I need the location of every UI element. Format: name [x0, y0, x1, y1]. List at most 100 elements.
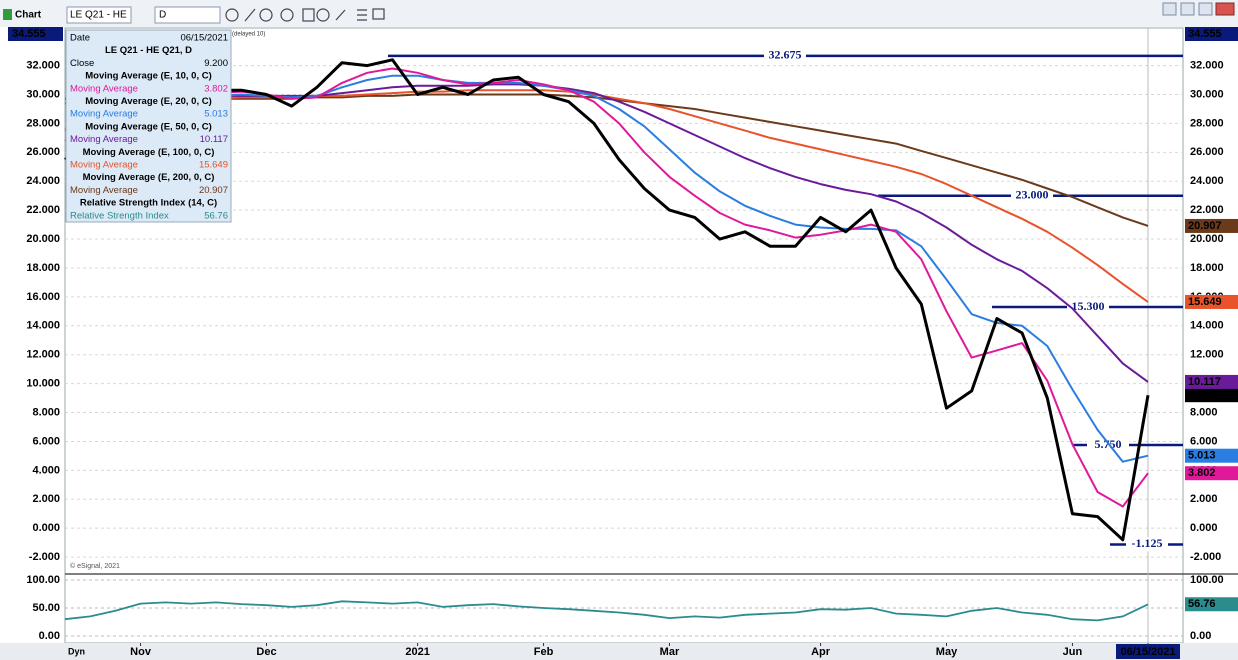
- y-tick-label-right: 2.000: [1190, 493, 1218, 505]
- level-label-bg: [764, 48, 806, 63]
- y-tick-label: 32.000: [26, 59, 60, 71]
- value-tag: [1185, 388, 1238, 403]
- level-label: 15.300: [1072, 299, 1105, 313]
- data-window-label: Relative Strength Index: [70, 210, 169, 221]
- y-tick-label: 0.000: [32, 522, 60, 534]
- y-tick-label-right: 6.000: [1190, 435, 1218, 447]
- y-tick-label: 14.000: [26, 320, 60, 332]
- close-line: [64, 58, 1150, 542]
- rsi-line: [64, 600, 1149, 622]
- level-label: -1.125: [1132, 536, 1163, 550]
- data-window-label: Moving Average: [70, 109, 138, 120]
- level-label-bg: [1126, 537, 1168, 552]
- x-tick-label: Mar: [660, 646, 680, 658]
- data-window-value: 3.802: [204, 83, 228, 94]
- data-window-header: Moving Average (E, 100, 0, C): [83, 147, 215, 158]
- y-tick-label: 18.000: [26, 262, 60, 274]
- window-buttons[interactable]: [1162, 2, 1235, 16]
- dyn-label: Dyn: [68, 646, 85, 656]
- value-tag: [1185, 294, 1238, 309]
- data-window-value: 15.649: [199, 160, 228, 171]
- y-tick-label: 26.000: [26, 146, 60, 158]
- y-tick-label-right: 8.000: [1190, 406, 1218, 418]
- value-tag-label: 9.200: [1188, 389, 1216, 401]
- toolbar-icons[interactable]: [225, 8, 385, 22]
- rsi-tick-label-right: 0.00: [1190, 630, 1211, 642]
- y-tick-label-right: 20.000: [1190, 233, 1224, 245]
- data-window-label: Moving Average: [70, 134, 138, 145]
- y-tick-label-right: 14.000: [1190, 320, 1224, 332]
- data-window-label: Moving Average: [70, 83, 138, 94]
- x-current-tag: [1116, 644, 1180, 659]
- y-tick-label: 30.000: [26, 88, 60, 100]
- data-window-value: 10.117: [200, 134, 228, 145]
- x-tick-label: Nov: [130, 646, 152, 658]
- interval[interactable]: D: [159, 10, 166, 21]
- rsi-tick-label: 0.00: [39, 630, 60, 642]
- data-window-value: 06/15/2021: [180, 33, 228, 44]
- plot-frame: [64, 27, 1184, 644]
- y-tick-label: 4.000: [32, 464, 60, 476]
- y-tick-label: 6.000: [32, 435, 60, 447]
- y-tick-label: 20.000: [26, 233, 60, 245]
- y-tick-label: 12.000: [26, 349, 60, 361]
- y-tick-label: 10.000: [26, 378, 60, 390]
- x-axis-strip: [0, 643, 1238, 660]
- delay-note: (delayed 10): [232, 32, 265, 38]
- value-tag: [1185, 466, 1238, 481]
- data-window-label: Moving Average: [70, 185, 138, 196]
- y-tick-label-right: 32.000: [1190, 59, 1224, 71]
- x-tick-label: Jun: [1063, 646, 1083, 658]
- data-window-header: Relative Strength Index (14, C): [80, 198, 217, 209]
- x-tick-label: 2021: [405, 646, 429, 658]
- value-tag-label: 5.013: [1188, 450, 1216, 462]
- data-window-header: LE Q21 - HE Q21, D: [105, 45, 192, 56]
- data-window-header: Moving Average (E, 50, 0, C): [85, 121, 212, 132]
- ma-line: [64, 93, 1149, 227]
- level-label-bg: [1087, 438, 1129, 453]
- y-tick-label: 16.000: [26, 291, 60, 303]
- x-tick-label: Dec: [256, 646, 276, 658]
- y-tick-label: 28.000: [26, 117, 60, 129]
- value-tag: [1185, 448, 1238, 463]
- data-window-label: Close: [70, 58, 94, 69]
- rsi-tick-label: 100.00: [26, 574, 60, 586]
- level-label-bg: [1067, 300, 1109, 315]
- data-window: [65, 29, 232, 223]
- ma-line: [64, 83, 1149, 383]
- y-tick-label-right: 12.000: [1190, 349, 1224, 361]
- y-tick-label-right: 22.000: [1190, 204, 1224, 216]
- y-tick-label: -2.000: [29, 551, 60, 563]
- y-tick-label-right: 18.000: [1190, 262, 1224, 274]
- data-window-label: Moving Average: [70, 160, 138, 171]
- value-tag-label: 20.907: [1188, 220, 1222, 232]
- y-tick-label-right: 30.000: [1190, 88, 1224, 100]
- top-tag-left: [8, 27, 63, 41]
- rsi-tag-label: 56.76: [1188, 598, 1216, 610]
- y-tick-label: 24.000: [26, 175, 60, 187]
- y-tick-label: 8.000: [32, 406, 60, 418]
- value-tag: [1185, 218, 1238, 233]
- level-label: 32.675: [769, 48, 802, 62]
- x-tick-label: 06/15/2021: [1120, 646, 1175, 658]
- interval-box[interactable]: [154, 6, 221, 24]
- x-tick-label: Feb: [534, 646, 554, 658]
- data-window-header: Moving Average (E, 200, 0, C): [83, 172, 215, 183]
- level-label-bg: [1011, 188, 1053, 203]
- top-tag-right-label: 34.555: [1188, 28, 1222, 40]
- toolbar-label: Chart: [15, 10, 42, 21]
- level-label: 23.000: [1016, 187, 1049, 201]
- data-window-value: 56.76: [204, 210, 228, 221]
- chart-icon: [3, 9, 12, 20]
- symbol-box[interactable]: [66, 6, 132, 24]
- data-window-header: Moving Average (E, 20, 0, C): [85, 96, 212, 107]
- data-window-label: Date: [70, 33, 90, 44]
- y-tick-label-right: -2.000: [1190, 551, 1221, 563]
- y-tick-label: 22.000: [26, 204, 60, 216]
- y-tick-label-right: 28.000: [1190, 117, 1224, 129]
- value-tag-label: 3.802: [1188, 467, 1216, 479]
- top-tag-left-label: 34.555: [12, 28, 46, 40]
- data-window-header: Moving Average (E, 10, 0, C): [85, 71, 212, 82]
- symbol[interactable]: LE Q21 - HE: [70, 10, 127, 21]
